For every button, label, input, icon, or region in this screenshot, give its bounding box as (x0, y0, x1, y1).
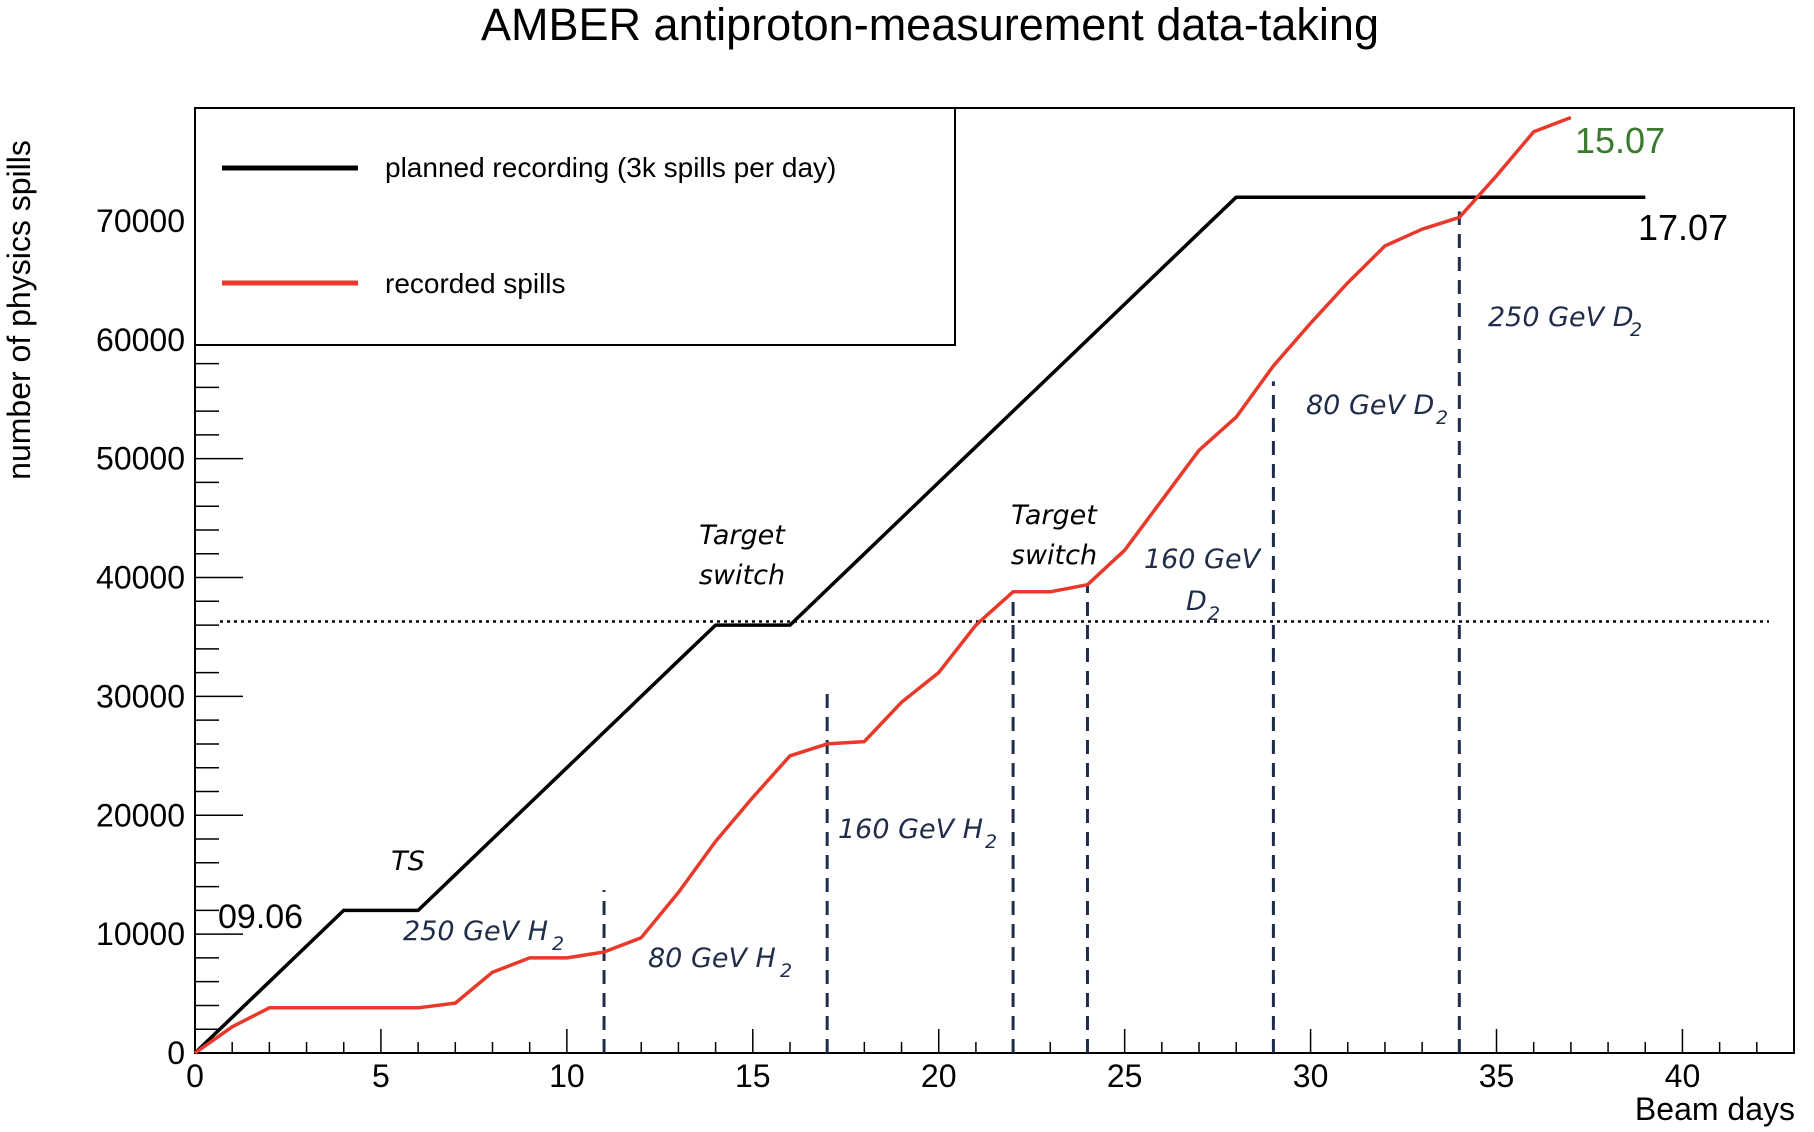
annotation-ts: TS (391, 846, 425, 877)
x-tick-label: 5 (372, 1058, 390, 1094)
period-label-250-gev-d2-text: 250 GeV D (1488, 302, 1634, 333)
period-label-250-gev-h2-sub: 2 (552, 933, 564, 955)
y-tick-label: 10000 (96, 916, 185, 952)
x-tick-label: 35 (1479, 1058, 1515, 1094)
period-label-80-gev-h2: 80 GeV H 2 (648, 943, 792, 982)
period-label-80-gev-d2-text: 80 GeV D (1306, 390, 1434, 421)
period-label-80-gev-h2-sub: 2 (780, 960, 792, 982)
period-label-160-gev-d2-sub: 2 (1208, 603, 1220, 625)
date-label-start: 09.06 (218, 898, 303, 936)
legend-box (194, 107, 956, 346)
axis-ticks: 0 5 10 15 20 25 30 35 40 0 10000 20000 30000 40000 500… (96, 125, 1795, 1094)
period-label-250-gev-d2-sub: 2 (1630, 319, 1642, 341)
series-lines (193, 115, 1646, 1055)
y-axis-label: number of physics spills (1, 140, 37, 480)
x-tick-label: 15 (735, 1058, 771, 1094)
x-tick-label: 10 (549, 1058, 585, 1094)
y-tick-label: 20000 (96, 797, 185, 833)
annotation-target-switch-2-line2: switch (1011, 540, 1097, 571)
y-tick-label: 60000 (96, 322, 185, 358)
y-tick-label: 50000 (96, 441, 185, 477)
series-line-planned (193, 195, 1646, 1055)
period-label-160-gev-h2: 160 GeV H 2 (838, 814, 997, 853)
series-line-recorded (193, 115, 1572, 1055)
y-tick-label: 70000 (96, 203, 185, 239)
legend-label-planned: planned recording (3k spills per day) (385, 152, 836, 183)
annotation-target-switch-2-line1: Target (1011, 500, 1098, 531)
period-label-80-gev-h2-text: 80 GeV H (648, 943, 776, 974)
x-tick-label: 0 (186, 1058, 204, 1094)
y-tick-label: 40000 (96, 560, 185, 596)
annotation-target-switch-1-line2: switch (699, 560, 785, 591)
chart-title: AMBER antiproton-measurement data-taking (481, 0, 1379, 50)
reference-lines (220, 211, 1769, 1053)
period-label-250-gev-d2: 250 GeV D 2 (1488, 302, 1642, 341)
period-label-160-gev-h2-sub: 2 (985, 831, 997, 853)
x-tick-label: 25 (1107, 1058, 1143, 1094)
date-label-recorded-end: 15.07 (1575, 120, 1665, 161)
period-label-80-gev-d2-sub: 2 (1436, 407, 1448, 429)
y-tick-label: 0 (167, 1035, 185, 1071)
period-label-80-gev-d2: 80 GeV D 2 (1306, 390, 1448, 429)
period-label-250-gev-h2: 250 GeV H 2 (403, 916, 564, 955)
legend-label-recorded: recorded spills (385, 268, 566, 299)
x-axis-label: Beam days (1635, 1091, 1795, 1127)
period-label-160-gev-h2-text: 160 GeV H (838, 814, 983, 845)
period-label-160-gev-d2-line1: 160 GeV (1144, 544, 1263, 575)
plot-frame (194, 107, 1795, 1054)
date-label-planned-end: 17.07 (1638, 207, 1728, 248)
period-label-160-gev-d2: 160 GeV D 2 (1144, 544, 1263, 625)
annotation-target-switch-1-line1: Target (699, 520, 786, 551)
x-tick-label: 30 (1293, 1058, 1329, 1094)
x-tick-label: 40 (1665, 1058, 1701, 1094)
x-tick-label: 20 (921, 1058, 957, 1094)
period-label-250-gev-h2-text: 250 GeV H (403, 916, 548, 947)
period-label-160-gev-d2-text: D (1186, 586, 1207, 617)
y-tick-label: 30000 (96, 678, 185, 714)
